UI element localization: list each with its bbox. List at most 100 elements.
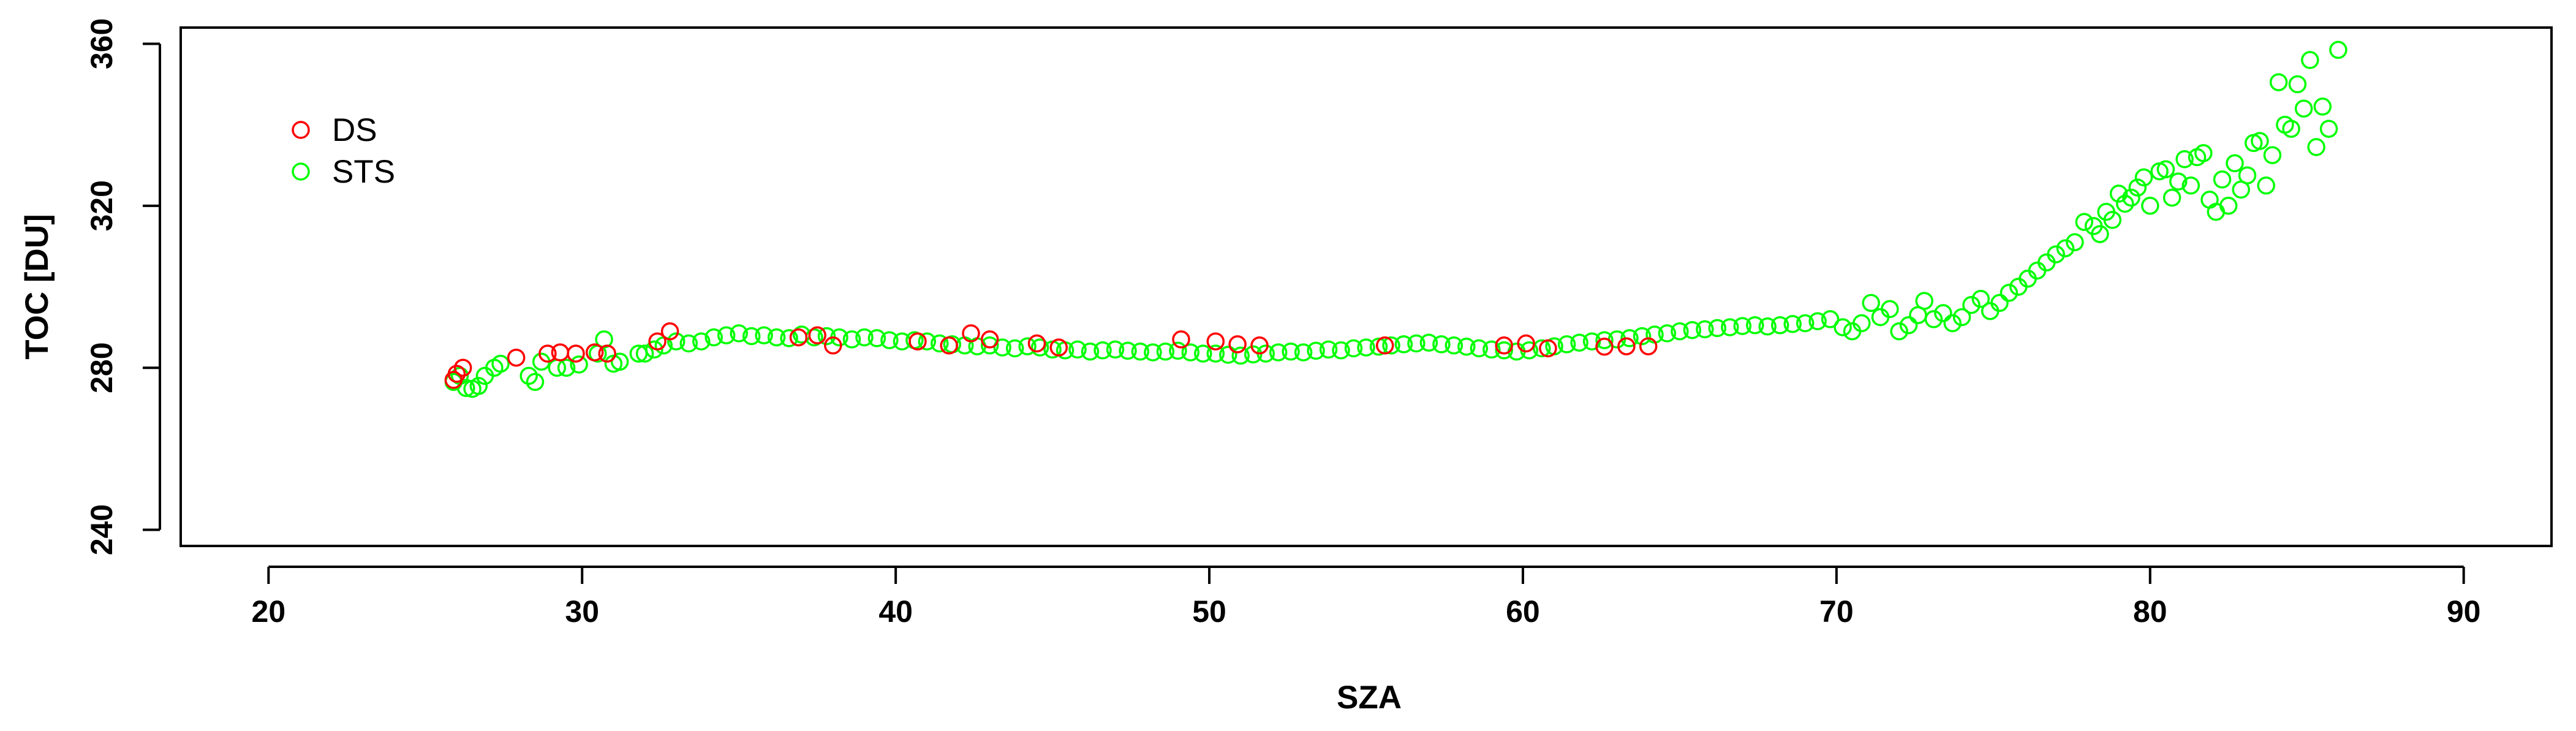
point-sts <box>2134 168 2153 187</box>
point-sts <box>1169 341 1187 360</box>
point-sts <box>1595 331 1614 349</box>
legend-marker-ds <box>292 121 310 139</box>
point-ds <box>1027 334 1046 353</box>
point-sts <box>1770 316 1789 335</box>
point-sts <box>1990 294 2009 312</box>
point-sts <box>1924 310 1943 328</box>
point-sts <box>1721 318 1739 336</box>
point-ds <box>824 336 842 355</box>
point-sts <box>1244 345 1263 364</box>
point-ds <box>1228 335 1247 354</box>
point-sts <box>1934 304 1952 322</box>
point-sts <box>2219 197 2238 215</box>
point-sts <box>1307 341 1325 360</box>
point-sts <box>667 332 686 350</box>
y-tick-label: 320 <box>85 180 119 231</box>
point-sts <box>1407 334 1426 353</box>
point-sts <box>1943 314 1962 333</box>
point-sts <box>2194 144 2213 162</box>
point-sts <box>767 328 786 347</box>
point-sts <box>1445 336 1464 355</box>
point-sts <box>1532 339 1551 358</box>
point-ds <box>1206 332 1225 350</box>
point-sts <box>1131 343 1150 361</box>
point-sts <box>1495 341 1513 360</box>
point-ds <box>660 322 679 341</box>
point-sts <box>780 329 798 347</box>
point-ds <box>1172 330 1190 349</box>
point-ds <box>648 332 667 350</box>
point-sts <box>1093 341 1112 360</box>
point-sts <box>519 366 538 385</box>
point-sts <box>1899 316 1918 335</box>
y-tick-label: 360 <box>85 18 119 69</box>
point-sts <box>2294 99 2313 118</box>
point-sts <box>2329 40 2347 59</box>
point-sts <box>1915 292 1933 310</box>
point-sts <box>1119 341 1137 360</box>
point-ds <box>1250 336 1269 355</box>
point-sts <box>1696 320 1714 339</box>
point-sts <box>918 332 937 350</box>
point-sts <box>2313 97 2332 116</box>
point-sts <box>1018 337 1037 355</box>
point-sts <box>1030 338 1049 357</box>
x-tick-label: 30 <box>565 594 599 629</box>
point-sts <box>1671 322 1689 341</box>
point-sts <box>2269 73 2288 91</box>
point-ds <box>538 344 557 363</box>
point-sts <box>880 331 899 349</box>
point-sts <box>742 327 761 346</box>
point-sts <box>2213 170 2232 189</box>
point-sts <box>993 338 1011 357</box>
point-sts <box>1483 340 1501 359</box>
x-tick-label: 90 <box>2447 594 2481 629</box>
point-sts <box>1294 343 1313 362</box>
point-sts <box>1181 343 1200 362</box>
point-sts <box>1319 340 1338 359</box>
point-sts <box>457 379 475 397</box>
point-sts <box>1821 310 1840 328</box>
point-ds <box>453 358 472 377</box>
data-points <box>444 40 2347 398</box>
point-ds <box>980 330 999 349</box>
point-sts <box>1971 290 1990 308</box>
y-tick-label: 240 <box>85 504 119 555</box>
axes: 20 30 40 50 60 70 80 90 240 280 320 360 <box>85 18 2480 629</box>
point-sts <box>2047 245 2065 263</box>
point-sts <box>1081 343 1100 361</box>
point-sts <box>2319 119 2338 138</box>
point-sts <box>2128 178 2147 197</box>
point-sts <box>1206 344 1225 363</box>
point-sts <box>2109 184 2128 203</box>
point-ds <box>1539 339 1557 358</box>
point-ds <box>908 332 927 350</box>
x-tick-label: 20 <box>252 594 286 629</box>
point-sts <box>679 334 698 353</box>
point-ds <box>1517 334 1535 353</box>
point-sts <box>2301 51 2319 69</box>
point-sts <box>1282 343 1300 361</box>
point-sts <box>2238 166 2257 184</box>
point-sts <box>1269 343 1288 362</box>
point-sts <box>2091 225 2109 243</box>
point-sts <box>1633 327 1652 346</box>
point-sts <box>1808 312 1827 330</box>
point-sts <box>2122 188 2140 207</box>
y-tick-label: 280 <box>85 342 119 393</box>
point-ds <box>1375 336 1394 355</box>
point-sts <box>2181 176 2200 195</box>
point-sts <box>1783 315 1802 333</box>
point-sts <box>1106 340 1125 359</box>
point-sts <box>1557 335 1576 354</box>
y-axis-title: TOC [DU] <box>19 214 55 360</box>
point-sts <box>692 332 711 350</box>
point-ds <box>808 326 826 345</box>
point-sts <box>2175 150 2194 169</box>
point-sts <box>755 326 773 345</box>
point-sts <box>931 334 949 353</box>
point-sts <box>610 352 629 371</box>
point-sts <box>2226 154 2244 173</box>
point-sts <box>1332 341 1350 360</box>
point-ds <box>789 328 808 347</box>
